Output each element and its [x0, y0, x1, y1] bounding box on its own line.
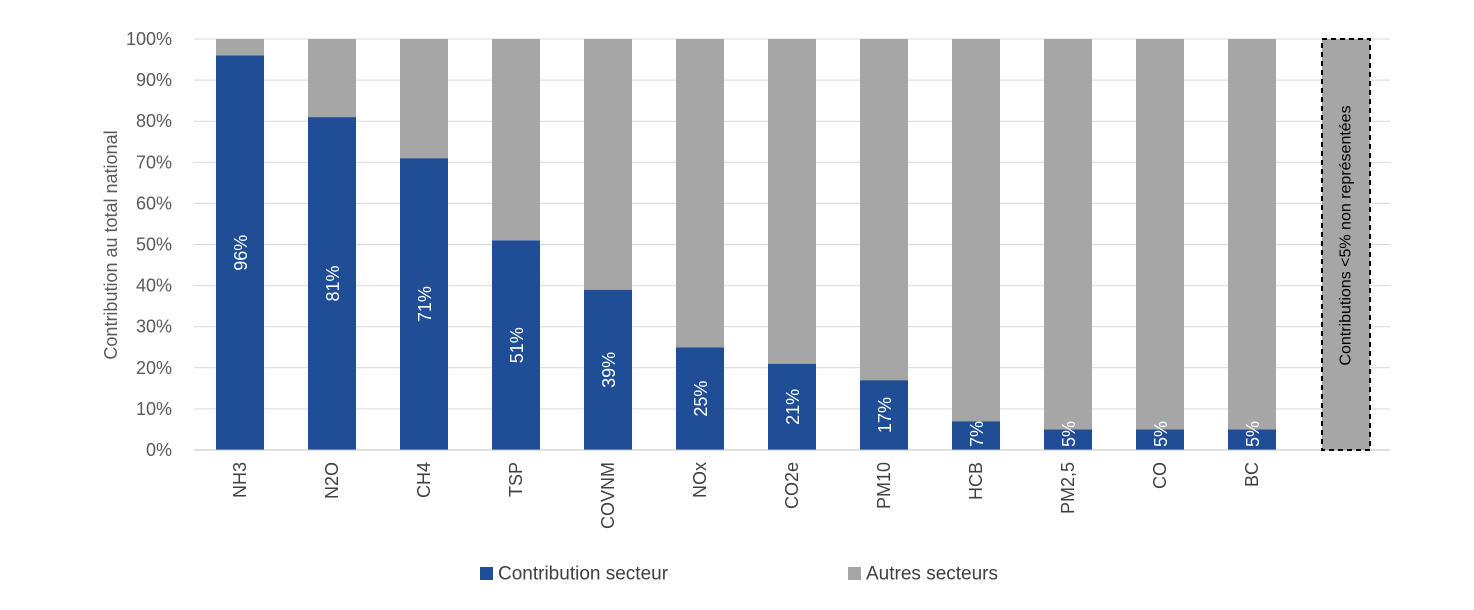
legend-label: Contribution secteur — [498, 564, 669, 585]
x-tick-label: HCB — [966, 462, 986, 500]
bar-contribution-secteur — [952, 421, 1000, 450]
data-label: 81% — [323, 266, 343, 302]
data-label: 21% — [783, 389, 803, 425]
bar-contribution-secteur — [308, 117, 356, 450]
y-tick-label: 90% — [136, 70, 172, 90]
data-label: 51% — [507, 327, 527, 363]
data-label: 25% — [691, 381, 711, 417]
y-tick-label: 0% — [146, 440, 172, 460]
extra-bar-group: Contributions <5% non représentées — [1321, 38, 1371, 451]
bar-autres-secteurs — [1136, 39, 1184, 430]
data-label: 39% — [599, 352, 619, 388]
bar-contribution-secteur — [860, 380, 908, 450]
bar-autres-secteurs — [400, 39, 448, 159]
bar-contribution-secteur — [1044, 429, 1092, 450]
bar-autres-secteurs — [308, 39, 356, 118]
x-tick-label: BC — [1242, 462, 1262, 487]
bars: 96% 81% 71% 51% 39% 25% 21% 17% 7% 5% 5% 5% — [216, 39, 1276, 450]
x-tick-label: NOx — [690, 462, 710, 498]
x-tick-label: PM2,5 — [1058, 462, 1078, 514]
bar-autres-secteurs — [1044, 39, 1092, 430]
x-tick-label: CO2e — [782, 462, 802, 509]
x-tick-label: TSP — [506, 462, 526, 497]
extra-bar-label: Contributions <5% non représentées — [1338, 105, 1355, 365]
y-tick-label: 20% — [136, 358, 172, 378]
data-label: 7% — [967, 421, 987, 447]
data-label: 96% — [231, 235, 251, 271]
x-tick-label: NH3 — [230, 462, 250, 498]
x-tick-label: CH4 — [414, 462, 434, 498]
bar-contribution-secteur — [768, 363, 816, 450]
y-tick-label: 30% — [136, 317, 172, 337]
bar-contribution-secteur — [216, 55, 264, 450]
y-tick-label: 100% — [126, 29, 172, 49]
legend-label: Autres secteurs — [866, 564, 998, 585]
data-label: 71% — [415, 286, 435, 322]
extra-bar — [1321, 38, 1371, 451]
data-label: 5% — [1243, 421, 1263, 447]
data-label: 17% — [875, 397, 895, 433]
y-tick-label: 50% — [136, 235, 172, 255]
bar-autres-secteurs — [492, 39, 540, 241]
y-tick-label: 10% — [136, 399, 172, 419]
data-label: 5% — [1151, 421, 1171, 447]
y-axis-label: Contribution au total national — [101, 130, 121, 359]
x-tick-label: CO — [1150, 462, 1170, 489]
y-tick-label: 70% — [136, 152, 172, 172]
bar-autres-secteurs — [768, 39, 816, 364]
bar-contribution-secteur — [676, 347, 724, 450]
data-label: 5% — [1059, 421, 1079, 447]
bar-autres-secteurs — [584, 39, 632, 290]
x-tick-label: PM10 — [874, 462, 894, 509]
y-tick-label: 60% — [136, 193, 172, 213]
x-axis: NH3 N2O CH4 TSP COVNM NOx CO2e PM10 HCB PM2,5 CO BC — [194, 449, 1390, 529]
bar-contribution-secteur — [492, 240, 540, 450]
x-tick-label: N2O — [322, 462, 342, 499]
y-axis-ticks: 0% 10% 20% 30% 40% 50% 60% 70% 80% 90% 100% — [126, 29, 172, 460]
bar-autres-secteurs — [952, 39, 1000, 422]
bar-contribution-secteur — [400, 158, 448, 450]
bar-contribution-secteur — [1228, 429, 1276, 450]
legend-swatch — [480, 567, 493, 580]
bar-autres-secteurs — [1228, 39, 1276, 430]
bar-contribution-secteur — [1136, 429, 1184, 450]
y-tick-label: 40% — [136, 276, 172, 296]
legend-swatch — [848, 567, 861, 580]
bar-contribution-secteur — [584, 289, 632, 450]
y-tick-label: 80% — [136, 111, 172, 131]
bar-autres-secteurs — [216, 39, 264, 56]
legend: Contribution secteur Autres secteurs — [480, 564, 998, 585]
bar-autres-secteurs — [860, 39, 908, 381]
bar-autres-secteurs — [676, 39, 724, 348]
x-tick-label: COVNM — [598, 462, 618, 529]
